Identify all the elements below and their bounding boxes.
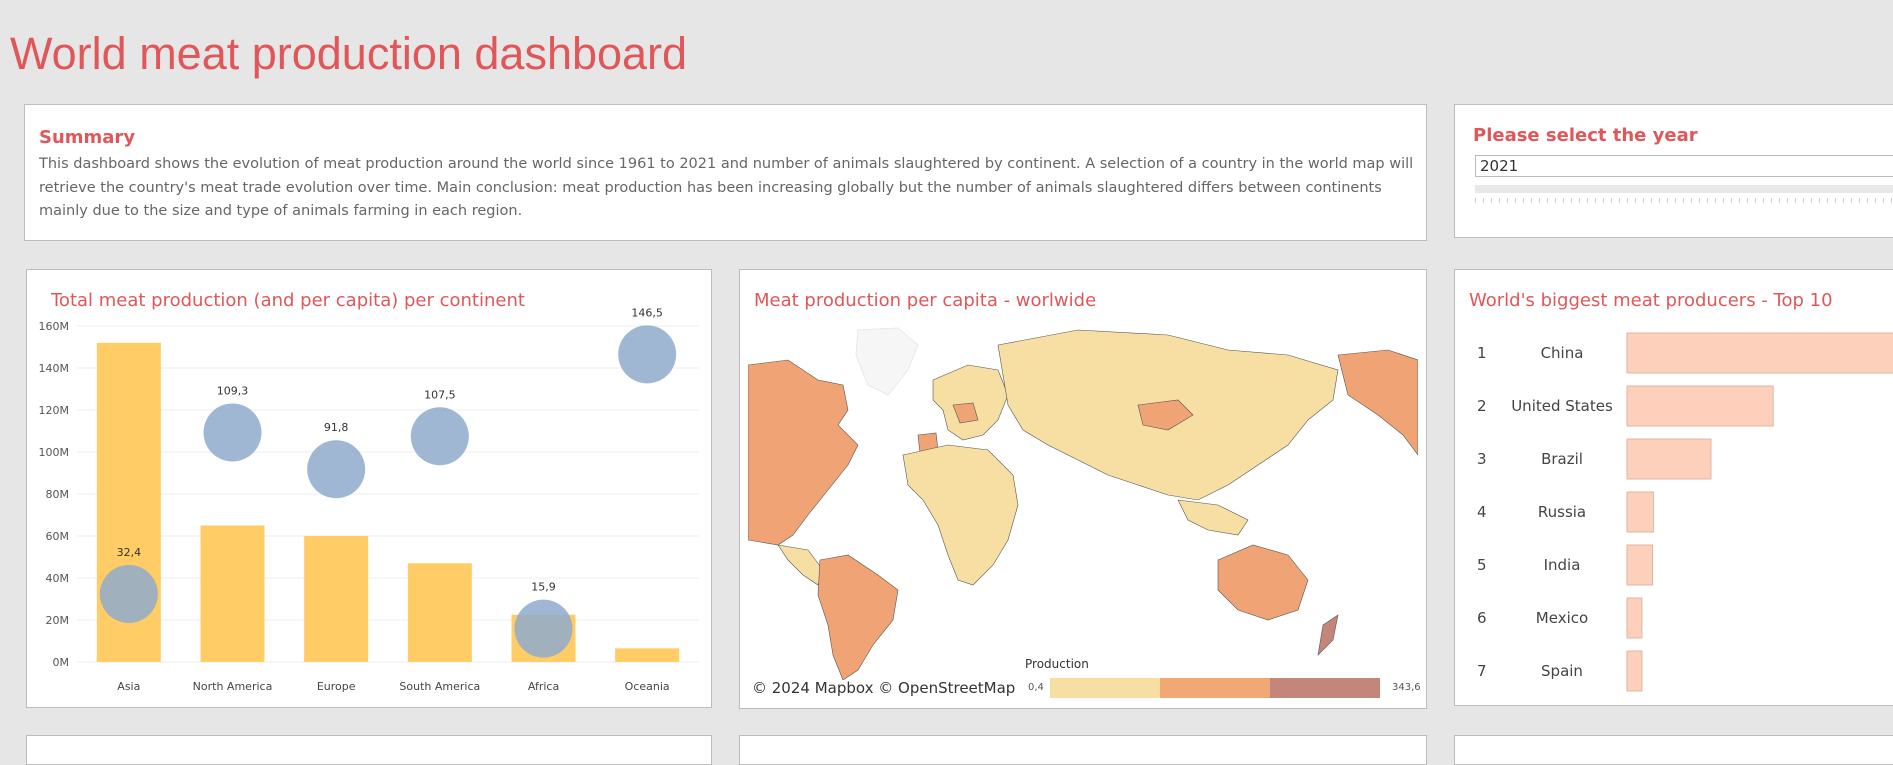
bar [304, 536, 369, 662]
per-capita-label: 107,5 [424, 388, 456, 401]
continent-panel: Total meat production (and per capita) p… [26, 269, 712, 708]
bar [615, 648, 680, 662]
bubble [618, 325, 677, 384]
rank-label: 6 [1477, 609, 1487, 627]
legend-band-high [1270, 678, 1380, 698]
rank-label: 1 [1477, 344, 1487, 362]
summary-panel: Summary This dashboard shows the evoluti… [24, 104, 1427, 241]
summary-text: This dashboard shows the evolution of me… [39, 156, 1414, 219]
country-label: Mexico [1536, 609, 1588, 627]
rank-label: 4 [1477, 503, 1487, 521]
year-slider[interactable] [1475, 185, 1893, 193]
year-filter-title: Please select the year [1473, 125, 1698, 146]
map-mongolia[interactable] [1137, 399, 1194, 431]
legend-max: 343,6 [1392, 682, 1421, 693]
x-tick-label: North America [193, 680, 273, 693]
bar [200, 525, 265, 662]
continent-panel-title: Total meat production (and per capita) p… [51, 290, 525, 311]
map-panel: Meat production per capita - worlwide © … [739, 269, 1427, 709]
y-tick-label: 140M [39, 362, 70, 375]
country-label: Spain [1541, 662, 1583, 680]
map-north-america[interactable] [748, 359, 859, 546]
legend-min: 0,4 [1028, 682, 1044, 693]
top10-chart: 1 China 2 United States 3 Brazil 4 Russia 5 India… [1477, 332, 1893, 692]
year-slider-ticks [1475, 198, 1893, 203]
year-filter-panel: Please select the year 2021 [1454, 104, 1893, 238]
bubble [203, 403, 262, 462]
bubble [99, 564, 158, 623]
y-tick-label: 20M [46, 614, 70, 627]
map-australia[interactable] [1217, 544, 1309, 621]
map-europe-high[interactable] [952, 402, 979, 424]
map-panel-title: Meat production per capita - worlwide [754, 290, 1097, 311]
bottom-panel-1 [26, 735, 712, 765]
legend-title: Production [1025, 657, 1089, 671]
country-label: Russia [1538, 503, 1586, 521]
map-central-america[interactable] [777, 544, 824, 586]
country-label: China [1541, 344, 1584, 362]
bottom-panel-2 [739, 735, 1427, 765]
rank-label: 3 [1477, 450, 1487, 468]
producer-bar [1626, 438, 1712, 480]
x-tick-label: South America [399, 680, 480, 693]
world-map[interactable] [748, 325, 1418, 680]
y-tick-label: 100M [39, 446, 70, 459]
rank-label: 5 [1477, 556, 1487, 574]
country-label: India [1544, 556, 1581, 574]
bubble [514, 599, 573, 658]
per-capita-label: 15,9 [531, 581, 556, 594]
map-south-america[interactable] [817, 554, 899, 680]
map-europe[interactable] [932, 364, 1009, 441]
map-new-zealand[interactable] [1317, 614, 1339, 656]
country-label: Brazil [1541, 450, 1583, 468]
legend-band-mid [1160, 678, 1270, 698]
producer-bar [1626, 544, 1654, 586]
bar [407, 563, 472, 662]
continent-chart: 0M 20M 40M 60M 80M 100M 120M 140M 160M 32,4 Asia 10… [39, 306, 699, 693]
x-tick-label: Asia [117, 680, 140, 693]
map-africa[interactable] [902, 444, 1019, 586]
x-tick-label: Africa [528, 680, 559, 693]
y-tick-label: 80M [46, 488, 70, 501]
producer-bar [1626, 385, 1774, 427]
per-capita-label: 146,5 [631, 306, 663, 319]
rank-label: 7 [1477, 662, 1487, 680]
y-tick-label: 0M [53, 656, 70, 669]
producer-bar [1626, 597, 1643, 639]
year-input[interactable]: 2021 [1475, 155, 1893, 177]
producer-bar [1626, 491, 1654, 533]
bubble [410, 407, 469, 466]
map-attribution: © 2024 Mapbox © OpenStreetMap [752, 679, 1016, 697]
per-capita-label: 91,8 [324, 421, 349, 434]
per-capita-label: 109,3 [217, 384, 249, 397]
x-tick-label: Oceania [625, 680, 670, 693]
x-tick-label: Europe [317, 680, 356, 693]
per-capita-label: 32,4 [117, 546, 142, 559]
map-alaska[interactable] [1337, 349, 1418, 456]
country-label: United States [1511, 397, 1613, 415]
y-tick-label: 160M [39, 320, 70, 333]
y-tick-label: 120M [39, 404, 70, 417]
y-tick-label: 60M [46, 530, 70, 543]
bubble [307, 440, 366, 499]
dashboard-title: World meat production dashboard [10, 28, 688, 79]
rank-label: 2 [1477, 397, 1487, 415]
bottom-panel-3 [1454, 735, 1893, 765]
y-tick-label: 40M [46, 572, 70, 585]
map-greenland[interactable] [855, 327, 919, 396]
top10-panel: World's biggest meat producers - Top 10 … [1454, 269, 1893, 706]
top10-panel-title: World's biggest meat producers - Top 10 [1469, 290, 1833, 311]
map-southeast-asia[interactable] [1177, 499, 1249, 536]
legend-band-low [1050, 678, 1160, 698]
summary-title: Summary [39, 127, 136, 148]
producer-bar [1626, 332, 1893, 374]
producer-bar [1626, 650, 1643, 692]
